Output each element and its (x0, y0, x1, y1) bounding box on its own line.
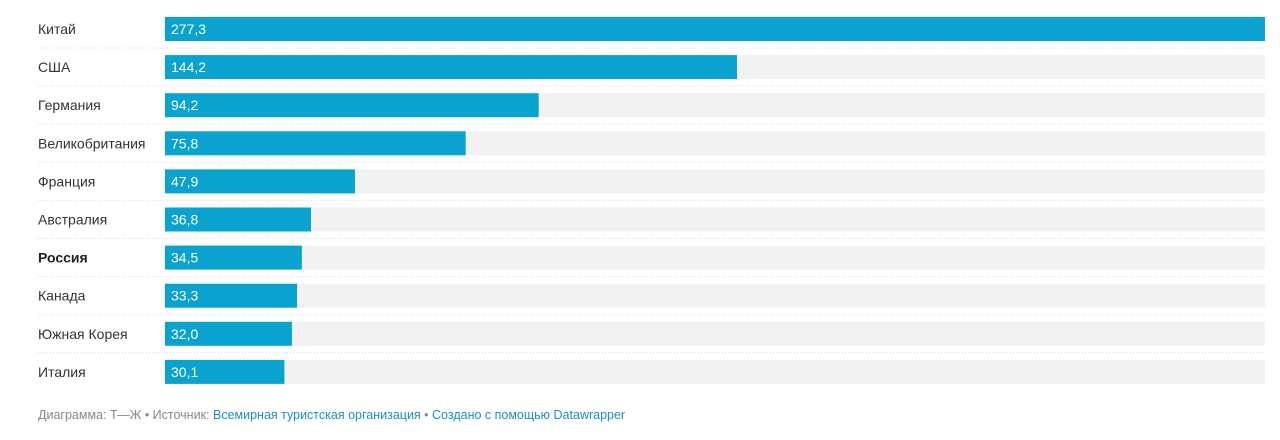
bar (165, 321, 292, 346)
value-label: 34,5 (171, 250, 198, 266)
bar-track (165, 207, 1265, 232)
value-label: 277,3 (171, 21, 206, 37)
bar (165, 131, 466, 156)
bar (165, 93, 539, 118)
category-label: Великобритания (38, 135, 146, 151)
category-label: Россия (38, 250, 88, 266)
value-label: 47,9 (171, 173, 198, 189)
bar (165, 359, 285, 384)
category-label: Канада (38, 288, 86, 304)
bar (165, 17, 1265, 41)
value-label: 32,0 (171, 326, 198, 342)
footer-credit-text: Диаграмма: Т—Ж • Источник: (38, 408, 213, 422)
category-label: США (38, 59, 71, 75)
source-link[interactable]: Всемирная туристская организация (212, 408, 421, 422)
value-label: 144,2 (171, 59, 206, 75)
bar (165, 283, 298, 308)
footer-separator: • (420, 408, 433, 422)
bar (165, 169, 356, 194)
category-label: Германия (38, 97, 101, 113)
bar-chart: Китай 277,3 США 144,2 Германия 94,2 Великобрит… (38, 17, 1265, 384)
bar (165, 207, 311, 232)
value-label: 75,8 (171, 135, 198, 151)
bar-track (165, 283, 1265, 308)
category-label: Южная Корея (38, 326, 128, 342)
category-label: Франция (38, 173, 95, 189)
category-label: Италия (38, 364, 86, 380)
chart-footer: Диаграмма: Т—Ж • Источник: Всемирная тур… (38, 408, 625, 422)
bar (165, 55, 738, 80)
category-label: Китай (38, 21, 76, 37)
value-label: 30,1 (171, 364, 198, 380)
bar (165, 245, 302, 270)
bar-track (165, 245, 1265, 270)
bar-track (165, 359, 1265, 384)
category-label: Австралия (38, 212, 107, 228)
value-label: 36,8 (171, 212, 198, 228)
value-label: 33,3 (171, 288, 198, 304)
bar-track (165, 321, 1265, 346)
value-label: 94,2 (171, 97, 198, 113)
datawrapper-link[interactable]: Создано с помощью Datawrapper (432, 408, 626, 422)
